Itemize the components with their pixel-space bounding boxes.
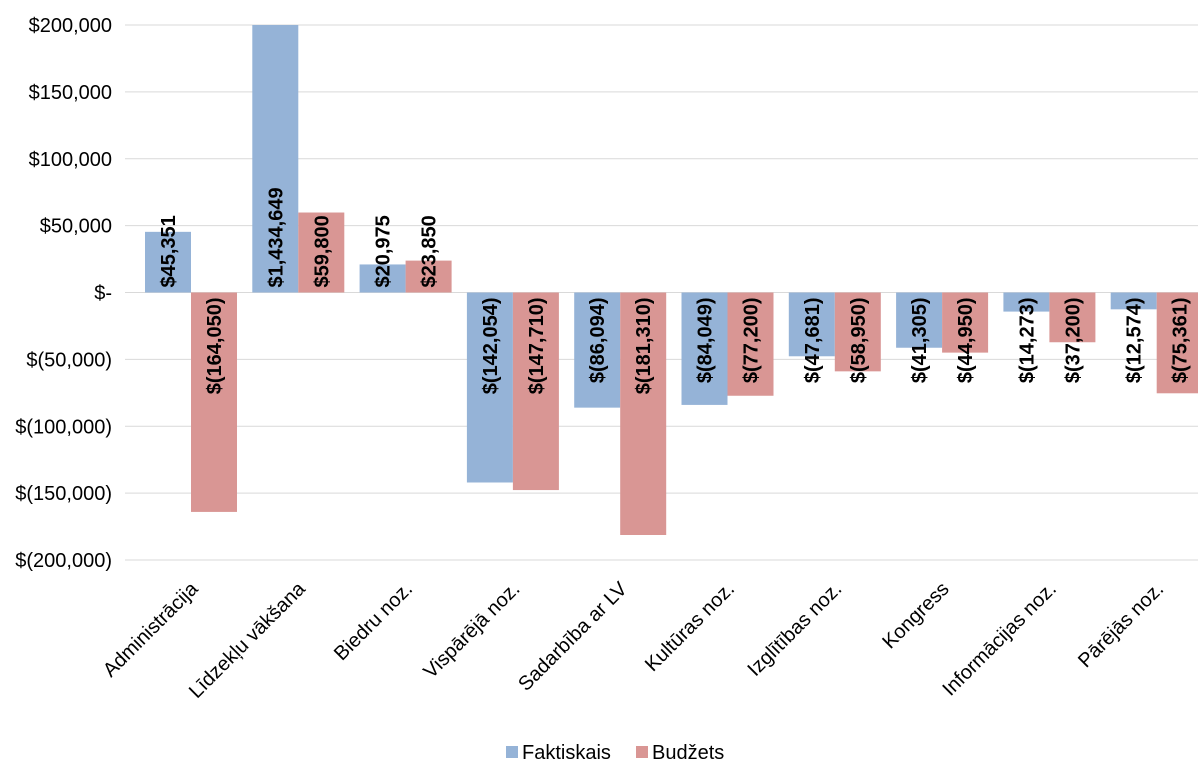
y-tick-label: $150,000 — [29, 82, 112, 104]
category-label: Kongress — [878, 578, 953, 653]
y-tick-label: $(50,000) — [26, 349, 112, 371]
y-tick-label: $(100,000) — [15, 416, 112, 438]
legend: Faktiskais Budžets — [506, 742, 724, 764]
legend-label: Budžets — [652, 742, 724, 764]
legend-swatch — [506, 746, 518, 758]
category-label: Administrācija — [99, 577, 203, 681]
bar-budzets — [1156, 292, 1198, 394]
category-label: Sadarbība ar LV — [514, 578, 632, 696]
bar-budzets — [512, 292, 559, 491]
y-tick-label: $200,000 — [29, 15, 112, 37]
data-label: $(12,574) — [1124, 298, 1146, 384]
bar-budzets — [834, 292, 881, 372]
bar-budzets — [191, 292, 237, 512]
bar-faktiskais — [359, 264, 406, 293]
data-label: $(164,050) — [204, 298, 226, 395]
category-label: Vispārējā noz. — [420, 578, 525, 683]
bar-faktiskais — [574, 292, 621, 408]
data-label: $(75,361) — [1170, 298, 1192, 384]
bar-faktiskais — [466, 292, 513, 483]
category-label: Pārējās noz. — [1074, 578, 1168, 672]
bar-faktiskais — [896, 292, 943, 348]
bar-budzets — [727, 292, 774, 396]
bars — [145, 25, 1198, 536]
bar-faktiskais — [788, 292, 835, 357]
legend-swatch — [636, 746, 648, 758]
data-label: $(41,305) — [909, 298, 931, 384]
data-label: $1,434,649 — [265, 187, 287, 287]
bar-budzets — [1049, 292, 1096, 343]
bar-faktiskais — [681, 292, 728, 405]
bar-faktiskais — [1110, 292, 1157, 310]
bar-faktiskais — [1003, 292, 1050, 312]
y-tick-label: $50,000 — [40, 216, 112, 238]
category-label: Informācijas noz. — [938, 578, 1060, 700]
data-label: $(86,094) — [587, 298, 609, 384]
bar-budzets — [620, 292, 667, 536]
y-tick-label: $100,000 — [29, 149, 112, 171]
bar-faktiskais — [145, 231, 191, 293]
y-tick-label: $(200,000) — [15, 550, 112, 572]
data-labels: $45,351 $(164,050) $1,434,649 $59,800 $20,97… — [158, 187, 1192, 394]
data-label: $20,975 — [373, 215, 395, 287]
data-label: $(58,950) — [848, 298, 870, 384]
bar-budzets — [298, 212, 345, 293]
data-label: $(47,681) — [802, 298, 824, 384]
data-label: $(181,310) — [633, 298, 655, 395]
bar-faktiskais — [252, 25, 299, 293]
category-label: Kultūras noz. — [641, 578, 739, 676]
data-label: $(142,054) — [480, 298, 502, 395]
data-label: $45,351 — [158, 215, 180, 287]
data-label: $(44,950) — [955, 298, 977, 384]
bar-budzets — [405, 260, 452, 293]
data-label: $(37,200) — [1062, 298, 1084, 384]
bar-budzets — [942, 292, 989, 353]
data-label: $(147,710) — [526, 298, 548, 395]
data-label: $59,800 — [311, 215, 333, 287]
y-axis-tick-labels: $200,000 $150,000 $100,000 $50,000 $- $(50,00… — [15, 15, 112, 572]
y-tick-label: $- — [94, 283, 112, 305]
y-tick-label: $(150,000) — [15, 483, 112, 505]
category-label: Biedru noz. — [330, 578, 417, 665]
category-label: Izglītības noz. — [744, 578, 847, 681]
data-label: $(14,273) — [1016, 298, 1038, 384]
legend-label: Faktiskais — [522, 742, 611, 764]
data-label: $(77,200) — [741, 298, 763, 384]
data-label: $(84,049) — [695, 298, 717, 384]
data-label: $23,850 — [419, 215, 441, 287]
category-label: Līdzekļu vākšana — [185, 577, 310, 702]
